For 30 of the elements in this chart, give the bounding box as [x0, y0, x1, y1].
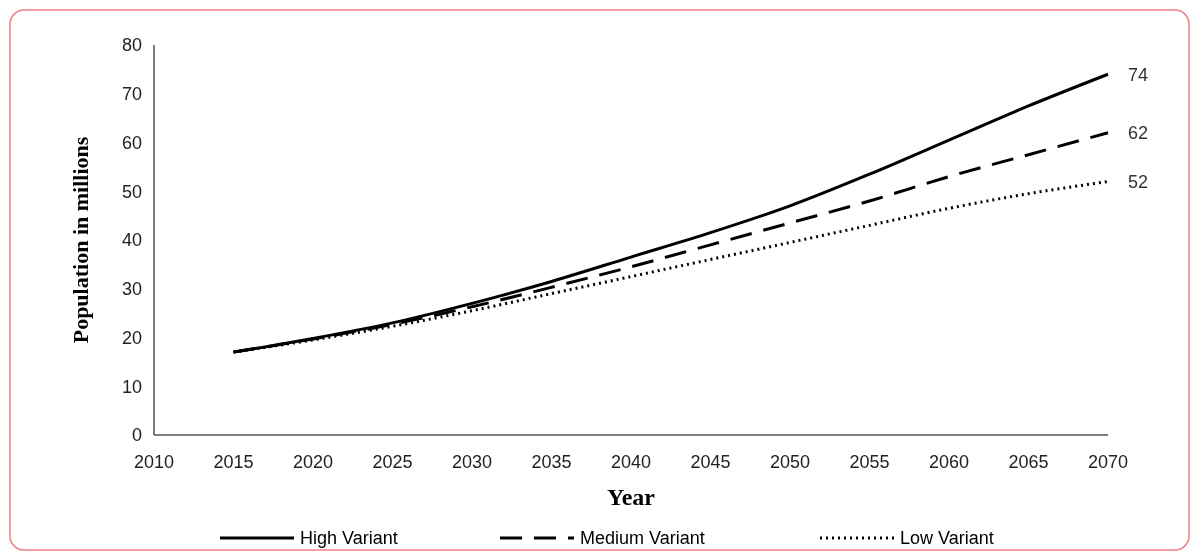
x-tick-label: 2070 [1087, 452, 1129, 472]
x-axis-title: Year [607, 484, 656, 510]
y-axis-title: Population in millions [68, 136, 93, 344]
y-tick-label: 10 [121, 376, 142, 397]
data-label: 62 [1128, 123, 1149, 144]
x-tick-label: 2040 [610, 452, 652, 472]
x-tick-label: 2045 [690, 452, 731, 472]
x-tick-label: 2015 [213, 452, 254, 472]
legend-label: High Variant [300, 528, 398, 549]
x-tick-label: 2035 [531, 452, 572, 472]
x-tick-label: 2060 [928, 452, 970, 472]
y-tick-label: 20 [121, 327, 142, 348]
x-tick-label: 2020 [292, 452, 334, 472]
y-tick-label: 40 [121, 230, 142, 251]
x-tick-label: 2065 [1008, 452, 1049, 472]
data-label: 74 [1128, 64, 1149, 85]
y-tick-label: 30 [121, 279, 142, 300]
x-tick-label: 2010 [133, 452, 175, 472]
legend-label: Medium Variant [580, 528, 705, 549]
x-tick-label: 2030 [451, 452, 493, 472]
x-tick-label: 2055 [849, 452, 890, 472]
data-label: 52 [1128, 171, 1149, 192]
x-tick-label: 2050 [769, 452, 811, 472]
y-tick-label: 70 [121, 84, 142, 105]
y-tick-label: 0 [131, 425, 142, 446]
legend-label: Low Variant [900, 528, 994, 549]
y-tick-label: 80 [121, 35, 142, 56]
y-tick-label: 50 [121, 181, 142, 202]
x-tick-label: 2025 [372, 452, 413, 472]
y-tick-label: 60 [121, 132, 142, 153]
